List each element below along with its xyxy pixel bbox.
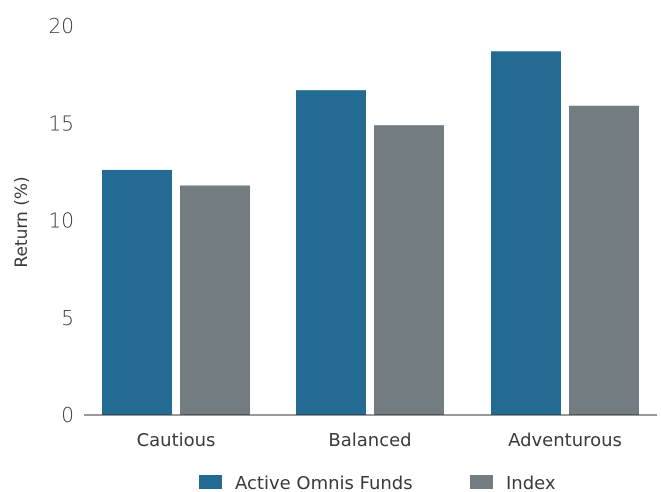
y-tick-label: 15 xyxy=(49,111,74,135)
y-tick-label: 10 xyxy=(49,209,74,233)
y-tick-label: 20 xyxy=(49,14,74,38)
x-tick-label: Adventurous xyxy=(508,430,622,451)
x-tick-label: Cautious xyxy=(137,430,216,451)
y-axis-ticks: 0 5 10 15 20 xyxy=(49,14,74,427)
bars xyxy=(102,51,639,416)
legend: Active Omnis Funds Index xyxy=(199,473,556,492)
y-tick-label: 5 xyxy=(61,306,74,330)
bar-index-adventurous xyxy=(569,105,639,416)
bar-active-omnis-funds-adventurous xyxy=(491,51,561,415)
y-axis-label: Return (%) xyxy=(12,176,32,267)
legend-swatch xyxy=(470,475,493,489)
y-tick-label: 0 xyxy=(61,403,74,427)
legend-label: Active Omnis Funds xyxy=(235,473,413,492)
x-tick-label: Balanced xyxy=(328,430,411,451)
bar-active-omnis-funds-cautious xyxy=(102,169,172,415)
bar-index-balanced xyxy=(374,125,444,415)
legend-swatch xyxy=(199,475,222,489)
x-axis-categories: Cautious Balanced Adventurous xyxy=(137,430,622,451)
legend-label: Index xyxy=(506,473,556,492)
bar-active-omnis-funds-balanced xyxy=(296,90,366,415)
bar-index-cautious xyxy=(180,185,250,415)
